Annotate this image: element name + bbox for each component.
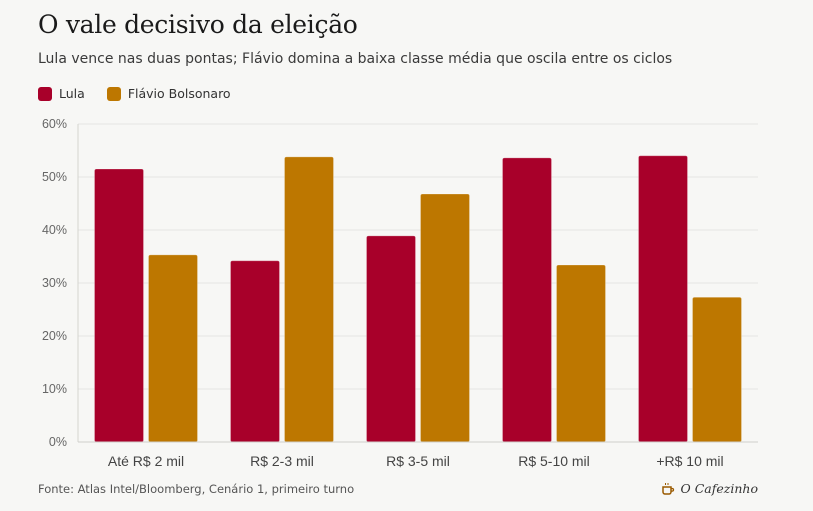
coffee-cup-icon [661, 482, 674, 495]
source-note: Fonte: Atlas Intel/Bloomberg, Cenário 1,… [38, 482, 355, 496]
legend-swatch-lula [38, 86, 52, 101]
bar-lula [638, 155, 688, 443]
legend-label-flavio: Flávio Bolsonaro [127, 86, 231, 101]
bar-flavio [420, 193, 470, 443]
y-tick-label: 40% [42, 223, 67, 237]
bar-flavio [148, 254, 198, 443]
x-tick-label: +R$ 10 mil [656, 453, 723, 469]
y-tick-label: 60% [42, 117, 67, 131]
brand-logo: O Cafezinho [661, 481, 758, 496]
y-tick-label: 20% [42, 329, 67, 343]
chart-title: O vale decisivo da eleição [38, 10, 358, 39]
y-tick-label: 10% [42, 382, 67, 396]
brand-name: O Cafezinho [680, 481, 758, 496]
legend-swatch-flavio [106, 86, 121, 101]
bar-flavio [692, 296, 742, 443]
y-tick-label: 50% [42, 170, 67, 184]
legend-item-flavio[interactable]: Flávio Bolsonaro [106, 86, 231, 101]
y-tick-label: 0% [49, 435, 67, 449]
chart-subtitle: Lula vence nas duas pontas; Flávio domin… [38, 51, 673, 67]
x-tick-label: Até R$ 2 mil [108, 453, 184, 469]
bar-lula [502, 157, 552, 443]
bar-flavio [556, 264, 606, 443]
bar-lula [94, 168, 144, 443]
bar-flavio [284, 156, 334, 443]
y-tick-label: 30% [42, 276, 67, 290]
x-tick-label: R$ 2-3 mil [250, 453, 314, 469]
legend: Lula Flávio Bolsonaro [38, 86, 253, 101]
legend-item-lula[interactable]: Lula [38, 86, 85, 101]
bar-lula [230, 260, 280, 443]
x-tick-label: R$ 5-10 mil [518, 453, 590, 469]
x-tick-label: R$ 3-5 mil [386, 453, 450, 469]
bar-lula [366, 235, 416, 443]
legend-label-lula: Lula [59, 86, 85, 101]
